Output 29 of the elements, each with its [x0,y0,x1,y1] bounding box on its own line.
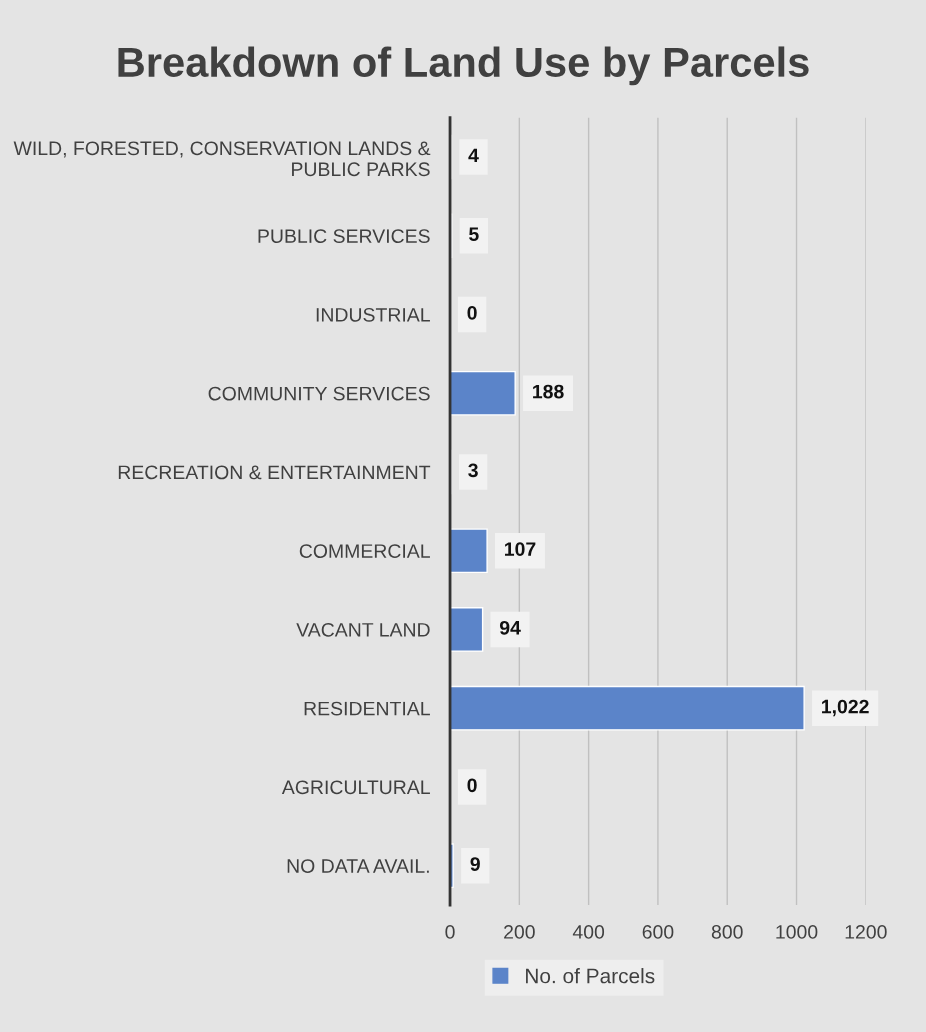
x-tick-label: 200 [504,925,535,939]
data-label: 1,022 [822,699,869,717]
y-tick-label: RECREATION & ENTERTAINMENT [118,465,431,480]
data-label: 94 [499,620,521,635]
data-label: 0 [467,305,477,320]
y-tick-label: NO DATA AVAIL. [287,859,429,873]
x-tick-label: 0 [445,925,455,939]
y-tick-label: WILD, FORESTED, CONSERVATION LANDS & PUBLIC PARKS [13,141,431,177]
data-label: 5 [469,227,479,241]
y-tick-label: INDUSTRIAL [316,307,430,322]
data-label: 3 [468,463,478,478]
y-tick-label: COMMERCIAL [299,544,430,558]
x-tick-label: 1000 [776,925,818,939]
y-tick-label: COMMUNITY SERVICES [208,386,430,401]
data-label: 9 [470,857,480,871]
x-tick-label: 600 [642,925,674,939]
x-tick-label: 1200 [845,925,887,939]
x-tick-label: 800 [711,925,743,939]
x-tick-label: 400 [572,925,605,939]
y-tick-label: RESIDENTIAL [304,701,430,716]
chart-title: Breakdown of Land Use by Parcels [118,46,809,86]
data-label: 107 [505,542,536,556]
data-label: 4 [468,148,479,163]
data-label: 188 [533,384,564,399]
y-tick-label: PUBLIC SERVICES [258,229,430,243]
y-tick-label: VACANT LAND [296,622,430,637]
legend-label: No. of Parcels [526,968,655,984]
data-label: 0 [467,778,477,793]
y-tick-label: AGRICULTURAL [281,780,430,795]
